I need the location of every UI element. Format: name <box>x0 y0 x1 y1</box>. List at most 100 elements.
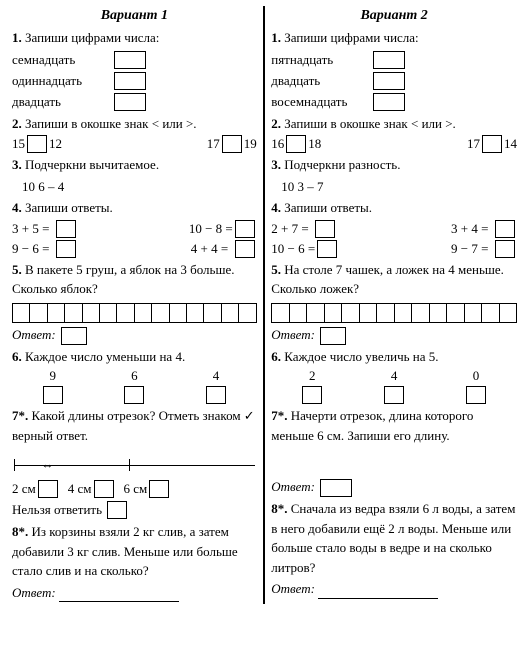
input-box[interactable] <box>235 240 255 258</box>
segment-figure: ↔ <box>12 453 257 477</box>
input-box[interactable] <box>373 93 405 111</box>
input-box[interactable] <box>94 480 114 498</box>
q6-trio: 9 6 4 <box>12 368 257 404</box>
input-box[interactable] <box>373 72 405 90</box>
q1-row-3: двадцать <box>12 93 257 111</box>
input-box[interactable] <box>320 327 346 345</box>
eq-text: 9 − 6 = <box>12 241 54 257</box>
input-box[interactable] <box>38 480 58 498</box>
q1-row-1: пятнадцать <box>271 51 517 69</box>
draw-area[interactable] <box>271 447 517 475</box>
input-box[interactable] <box>114 72 146 90</box>
input-box[interactable] <box>149 480 169 498</box>
input-box[interactable] <box>302 386 322 404</box>
input-box[interactable] <box>466 386 486 404</box>
eq-text: 2 + 7 = <box>271 221 313 237</box>
input-box[interactable] <box>114 93 146 111</box>
eq-text: 9 − 7 = <box>451 241 493 257</box>
q1-word-1: семнадцать <box>12 52 112 68</box>
input-box[interactable] <box>315 220 335 238</box>
q6-n1: 9 <box>33 368 73 384</box>
input-box[interactable] <box>373 51 405 69</box>
answer-line[interactable] <box>318 585 438 599</box>
input-box[interactable] <box>286 135 306 153</box>
q6-n2: 6 <box>114 368 154 384</box>
q7-text: Начерти отрезок, длина которого меньше 6… <box>271 408 473 443</box>
q6-c2: 6 <box>114 368 154 404</box>
number-ruler[interactable] <box>271 303 517 323</box>
ans-label: Ответ: <box>12 585 56 600</box>
ans-label: Ответ: <box>271 327 315 342</box>
input-box[interactable] <box>114 51 146 69</box>
q5-prompt: 5. На столе 7 чашек, а ложек на 4 меньше… <box>271 260 517 299</box>
variant-1-column: Вариант 1 1. Запиши цифрами числа: семна… <box>6 6 264 604</box>
q6-trio: 2 4 0 <box>271 368 517 404</box>
input-box[interactable] <box>495 220 515 238</box>
q1-row-3: восемнадцать <box>271 93 517 111</box>
variant-2-title: Вариант 2 <box>271 8 517 24</box>
q3-prompt: 3. Подчеркни разность. <box>271 155 517 175</box>
number-ruler[interactable] <box>12 303 257 323</box>
q7-options: 2 см 4 см 6 см <box>12 480 257 498</box>
input-box[interactable] <box>56 240 76 258</box>
eq-text: 4 + 4 = <box>191 241 233 257</box>
opt-3: 6 см <box>124 480 172 498</box>
q1-word-3: двадцать <box>12 94 112 110</box>
q6-n3: 0 <box>456 368 496 384</box>
input-box[interactable] <box>384 386 404 404</box>
input-box[interactable] <box>222 135 242 153</box>
q1-text: Запиши цифрами числа: <box>25 30 159 45</box>
worksheet: Вариант 1 1. Запиши цифрами числа: семна… <box>6 6 523 604</box>
q2-row: 1618 1714 <box>271 135 517 153</box>
q1-row-1: семнадцать <box>12 51 257 69</box>
q3-expr: 10 6 – 4 <box>12 177 257 197</box>
q4-prompt: 4. Запиши ответы. <box>271 198 517 218</box>
q2-b: 18 <box>308 136 321 152</box>
opt-4: Нельзя ответить <box>12 501 129 519</box>
q4-row-1: 2 + 7 = 3 + 4 = <box>271 220 517 238</box>
input-box[interactable] <box>61 327 87 345</box>
input-box[interactable] <box>317 240 337 258</box>
q4-eq-2: 3 + 4 = <box>451 220 517 238</box>
q4-text: Запиши ответы. <box>25 200 113 215</box>
q2-pair-1: 1512 <box>12 135 62 153</box>
q7-prompt: 7*. Начерти отрезок, длина которого мень… <box>271 406 517 445</box>
q1-row-2: одиннадцать <box>12 72 257 90</box>
q1-row-2: двадцать <box>271 72 517 90</box>
q4-eq-3: 9 − 6 = <box>12 240 78 258</box>
q6-n2: 4 <box>374 368 414 384</box>
q1-text: Запиши цифрами числа: <box>284 30 418 45</box>
q8-text: Сначала из ведра взяли 6 л воды, а затем… <box>271 501 515 575</box>
q8-ans: Ответ: <box>271 579 517 599</box>
input-box[interactable] <box>495 240 515 258</box>
input-box[interactable] <box>27 135 47 153</box>
q5-text: В пакете 5 груш, а яблок на 3 больше. Ск… <box>12 262 235 297</box>
opt-label: 2 см <box>12 481 36 497</box>
q7-prompt: 7*. Какой длины отрезок? Отметь знаком ✓… <box>12 406 257 445</box>
input-box[interactable] <box>320 479 352 497</box>
q3-expr: 10 3 – 7 <box>271 177 517 197</box>
q8-prompt: 8*. Из корзины взяли 2 кг слив, а затем … <box>12 522 257 581</box>
q5-ans: Ответ: <box>271 325 517 345</box>
q2-row: 1512 1719 <box>12 135 257 153</box>
input-box[interactable] <box>124 386 144 404</box>
input-box[interactable] <box>56 220 76 238</box>
input-box[interactable] <box>482 135 502 153</box>
ans-label: Ответ: <box>271 581 315 596</box>
q1-prompt: 1. Запиши цифрами числа: <box>12 28 257 48</box>
q1-word-3: восемнадцать <box>271 94 371 110</box>
answer-line[interactable] <box>59 588 179 602</box>
input-box[interactable] <box>235 220 255 238</box>
q2-pair-1: 1618 <box>271 135 321 153</box>
q6-c1: 2 <box>292 368 332 404</box>
input-box[interactable] <box>206 386 226 404</box>
q2-text: Запиши в окошке знак < или >. <box>284 116 456 131</box>
opt-label: Нельзя ответить <box>12 502 102 518</box>
input-box[interactable] <box>43 386 63 404</box>
q2-b: 12 <box>49 136 62 152</box>
opt-label: 4 см <box>68 481 92 497</box>
q2-a: 15 <box>12 136 25 152</box>
q1-word-2: одиннадцать <box>12 73 112 89</box>
input-box[interactable] <box>107 501 127 519</box>
q4-text: Запиши ответы. <box>284 200 372 215</box>
